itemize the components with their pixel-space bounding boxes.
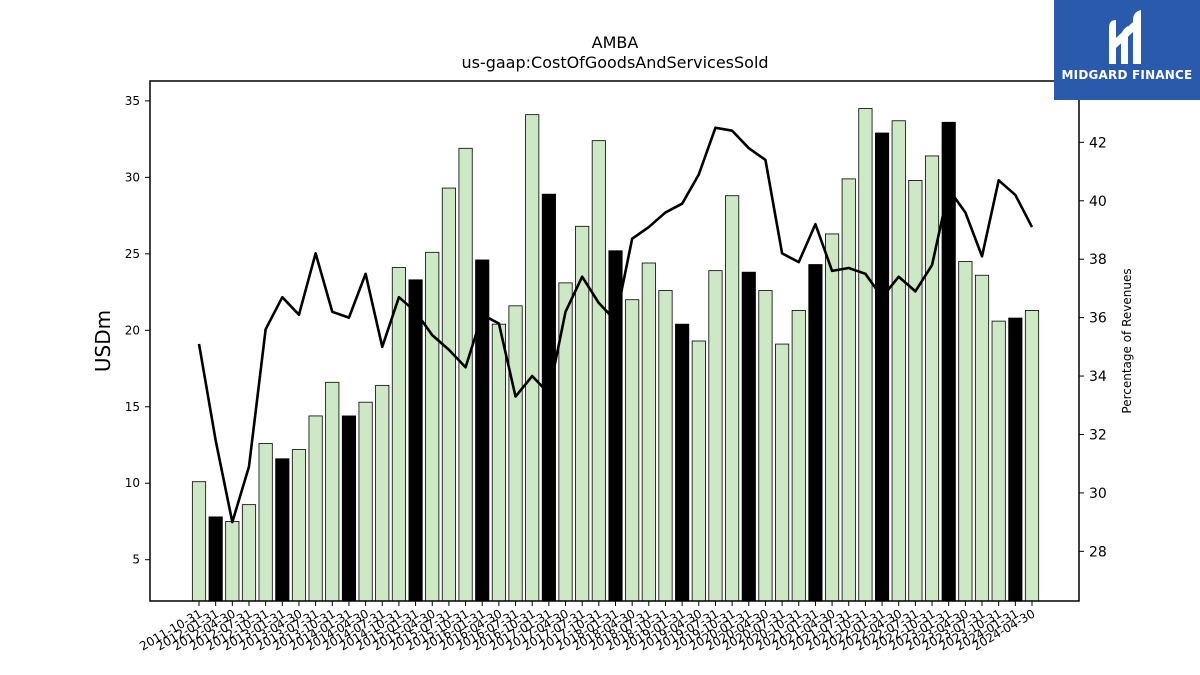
bar	[191, 481, 207, 602]
bars-layer	[191, 108, 1040, 602]
bar	[341, 415, 357, 602]
y-tick-label: 10	[125, 476, 140, 490]
bar	[675, 323, 690, 602]
y2-tick-label: 30	[1089, 486, 1107, 502]
bar	[1008, 317, 1023, 602]
bar	[1024, 310, 1040, 602]
bar	[891, 120, 906, 602]
y2-tick-label: 28	[1089, 544, 1107, 560]
brand-logo: MIDGARD FINANCE	[1054, 0, 1200, 100]
logo-text: MIDGARD FINANCE	[1061, 68, 1193, 82]
bar	[391, 267, 406, 602]
bar	[825, 233, 840, 602]
bar	[791, 310, 806, 602]
bar	[375, 384, 390, 602]
y2-tick-label: 32	[1089, 427, 1107, 443]
bar	[275, 458, 290, 602]
y-tick-label: 30	[125, 170, 140, 184]
y2-tick-label: 36	[1089, 311, 1107, 327]
bar	[308, 415, 323, 602]
bar	[658, 290, 673, 602]
y2-tick-label: 34	[1089, 369, 1107, 385]
bar	[741, 271, 756, 602]
bar	[541, 193, 556, 602]
chart-title: AMBA	[592, 33, 639, 52]
bar	[258, 443, 273, 602]
bar	[325, 381, 340, 602]
y2-axis-label: Percentage of Revenues	[1120, 268, 1134, 413]
y2-tick-label: 40	[1089, 194, 1107, 210]
bar	[458, 147, 473, 602]
bar	[708, 270, 723, 602]
bar	[991, 320, 1006, 602]
bar	[875, 132, 890, 602]
bar	[525, 114, 540, 602]
bar	[408, 279, 423, 602]
bar	[491, 323, 506, 602]
y2-tick-label: 42	[1089, 135, 1107, 151]
bar	[441, 187, 456, 602]
y-tick-label: 35	[125, 94, 140, 108]
bar	[208, 516, 223, 602]
bar	[625, 299, 640, 602]
ratio-line	[197, 126, 1034, 524]
y-tick-label: 15	[125, 400, 140, 414]
chart-subtitle: us-gaap:CostOfGoodsAndServicesSold	[461, 53, 768, 72]
bar	[358, 401, 373, 602]
bar	[291, 449, 307, 602]
bar	[958, 261, 973, 602]
y-left-axis: 5 10 15 20 25 30 35	[125, 94, 150, 567]
midgard-logo-icon	[1109, 10, 1141, 64]
bar	[508, 305, 523, 602]
x-axis: 2011-10-312012-01-312012-04-302012-07-31…	[137, 601, 1038, 653]
bar	[841, 178, 856, 602]
bar	[808, 264, 823, 602]
bar	[908, 180, 923, 602]
bar	[974, 274, 990, 602]
plot-frame	[149, 80, 1080, 602]
y2-tick-label: 38	[1089, 252, 1107, 268]
y-tick-label: 20	[125, 323, 140, 337]
line-layer	[197, 126, 1034, 524]
bar	[725, 195, 740, 602]
y-tick-label: 5	[132, 553, 140, 567]
y-axis-label: USDm	[91, 310, 115, 372]
bar	[225, 521, 240, 602]
bar	[758, 290, 773, 602]
y-tick-label: 25	[125, 247, 140, 261]
bar	[641, 262, 656, 602]
bar	[475, 259, 490, 602]
y-right-axis: 28 30 32 34 36 38 40 42	[1079, 135, 1107, 560]
bar	[775, 343, 790, 602]
bar	[425, 251, 440, 602]
bar	[858, 108, 873, 602]
bar	[691, 340, 706, 602]
bar	[591, 140, 606, 602]
bar	[241, 504, 257, 602]
bar	[924, 155, 940, 602]
